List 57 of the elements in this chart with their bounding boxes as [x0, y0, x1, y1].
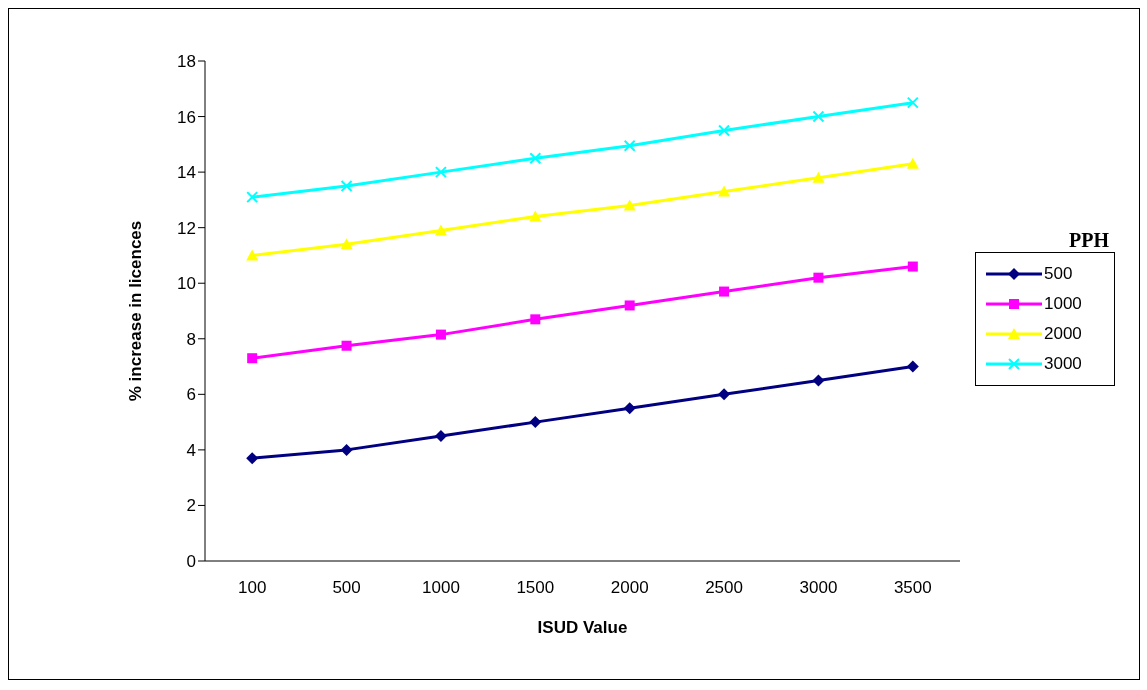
y-tick-label: 6 [186, 385, 196, 405]
y-tick-label: 12 [177, 218, 196, 238]
point [435, 329, 446, 340]
x-tick-label: 1500 [516, 578, 555, 598]
y-tick-label: 4 [186, 440, 196, 460]
point [718, 185, 731, 197]
point [246, 452, 259, 465]
point [434, 166, 447, 179]
point [907, 261, 918, 272]
y-tick-label: 16 [177, 107, 196, 127]
legend-label: 1000 [1044, 294, 1082, 314]
point [529, 152, 542, 165]
point [623, 199, 636, 211]
y-tick-label: 2 [186, 496, 196, 516]
point [719, 286, 730, 297]
point [718, 388, 731, 401]
point [624, 300, 635, 311]
legend-title: PPH [1068, 229, 1110, 252]
x-tick-label: 2500 [705, 578, 743, 598]
y-tick-label: 0 [186, 552, 196, 572]
point [434, 430, 447, 442]
x-tick-label: 3000 [799, 578, 838, 598]
y-tick-label: 8 [186, 329, 196, 349]
point [434, 224, 447, 236]
y-axis-title: % increase in licences [126, 220, 146, 402]
x-tick-label: 2000 [610, 578, 649, 598]
x-tick-label: 100 [238, 578, 267, 598]
point [812, 171, 825, 183]
point [906, 157, 919, 169]
point [529, 210, 542, 222]
legend-label: 3000 [1044, 354, 1082, 374]
point [530, 314, 541, 325]
point [813, 272, 824, 283]
point [623, 402, 636, 415]
point [623, 139, 636, 152]
point [246, 191, 259, 204]
y-tick-label: 10 [177, 274, 196, 294]
x-tick-label: 500 [332, 578, 361, 598]
point [906, 360, 919, 373]
x-tick-label: 3500 [893, 578, 932, 598]
point [906, 96, 919, 109]
y-tick-label: 14 [177, 163, 196, 183]
point [529, 416, 542, 429]
point [340, 180, 353, 192]
y-tick-label: 18 [177, 52, 196, 72]
legend-label: 500 [1044, 264, 1073, 284]
point [340, 443, 353, 456]
point [812, 374, 825, 387]
point [340, 238, 353, 250]
point [812, 110, 825, 123]
point [341, 340, 352, 351]
legend-label: 2000 [1044, 324, 1082, 344]
point [246, 249, 259, 261]
point [718, 124, 731, 137]
point [247, 353, 258, 364]
x-tick-label: 1000 [422, 578, 460, 598]
x-axis-title: ISUD Value [537, 618, 628, 637]
